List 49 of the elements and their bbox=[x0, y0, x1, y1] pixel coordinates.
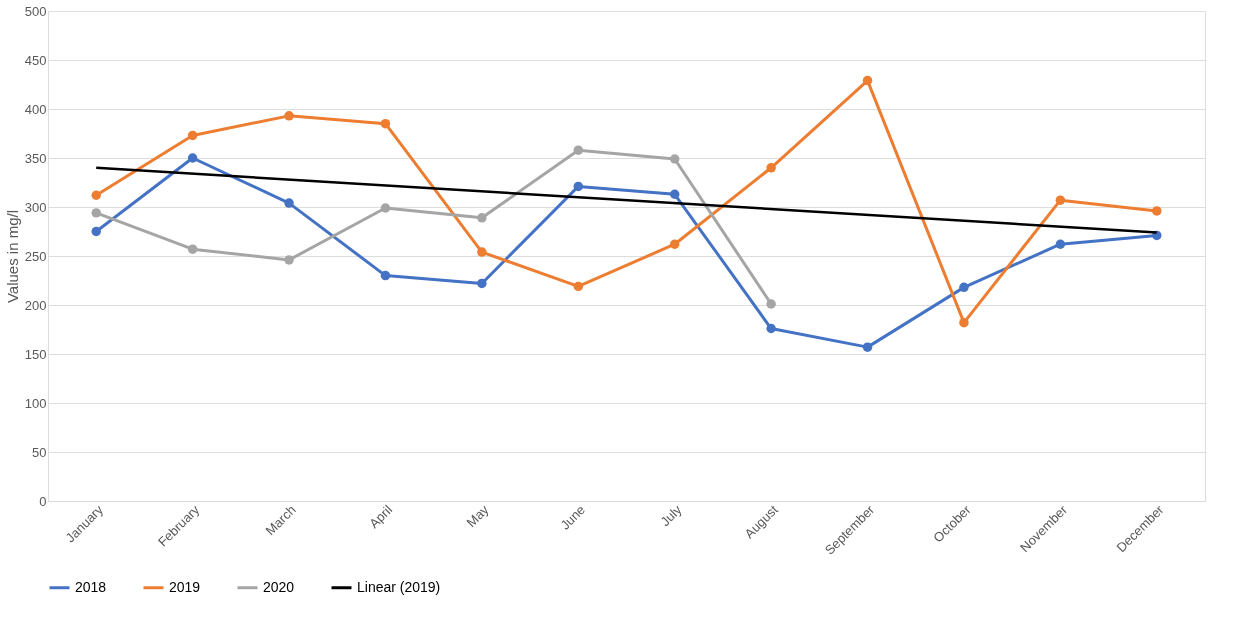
point bbox=[669, 189, 680, 199]
legend-label: Linear (2019) bbox=[357, 578, 441, 595]
point bbox=[380, 118, 391, 129]
point bbox=[862, 75, 873, 86]
point bbox=[187, 130, 198, 141]
y-axis-title: Values in mg/l bbox=[3, 209, 21, 304]
point bbox=[573, 181, 584, 192]
point bbox=[959, 317, 969, 328]
y-tick-label: 50 bbox=[32, 444, 47, 460]
x-tick-label: July bbox=[657, 501, 685, 530]
legend-label: 2019 bbox=[169, 578, 201, 595]
point bbox=[380, 203, 391, 213]
point bbox=[284, 111, 294, 121]
point bbox=[862, 342, 873, 352]
y-tick-label: 100 bbox=[24, 395, 47, 411]
legend-label: 2020 bbox=[263, 578, 295, 595]
point bbox=[766, 299, 776, 309]
point bbox=[380, 270, 391, 281]
legend-label: 2018 bbox=[75, 578, 107, 595]
point bbox=[91, 226, 101, 237]
point bbox=[187, 244, 198, 254]
point bbox=[1152, 206, 1162, 216]
point bbox=[669, 239, 680, 249]
y-tick-label: 200 bbox=[24, 297, 47, 313]
y-tick-label: 0 bbox=[39, 493, 47, 509]
y-tick-label: 350 bbox=[24, 150, 47, 166]
point bbox=[91, 190, 101, 200]
point bbox=[477, 278, 487, 289]
point bbox=[187, 153, 198, 163]
point bbox=[91, 208, 101, 218]
point bbox=[1055, 239, 1066, 249]
point bbox=[573, 281, 584, 292]
point bbox=[766, 163, 776, 173]
y-tick-label: 500 bbox=[24, 3, 47, 19]
y-tick-label: 250 bbox=[24, 248, 47, 264]
point bbox=[1055, 195, 1066, 205]
x-tick-label: May bbox=[463, 501, 492, 531]
point bbox=[477, 247, 487, 257]
y-tick-label: 400 bbox=[24, 101, 47, 117]
point bbox=[284, 255, 294, 265]
y-tick-label: 300 bbox=[24, 199, 47, 215]
point bbox=[669, 154, 680, 164]
point bbox=[573, 145, 584, 155]
point bbox=[959, 282, 969, 293]
point bbox=[477, 213, 487, 223]
y-tick-label: 150 bbox=[24, 346, 47, 362]
point bbox=[284, 198, 294, 208]
point bbox=[766, 323, 776, 334]
y-tick-label: 450 bbox=[24, 52, 47, 68]
